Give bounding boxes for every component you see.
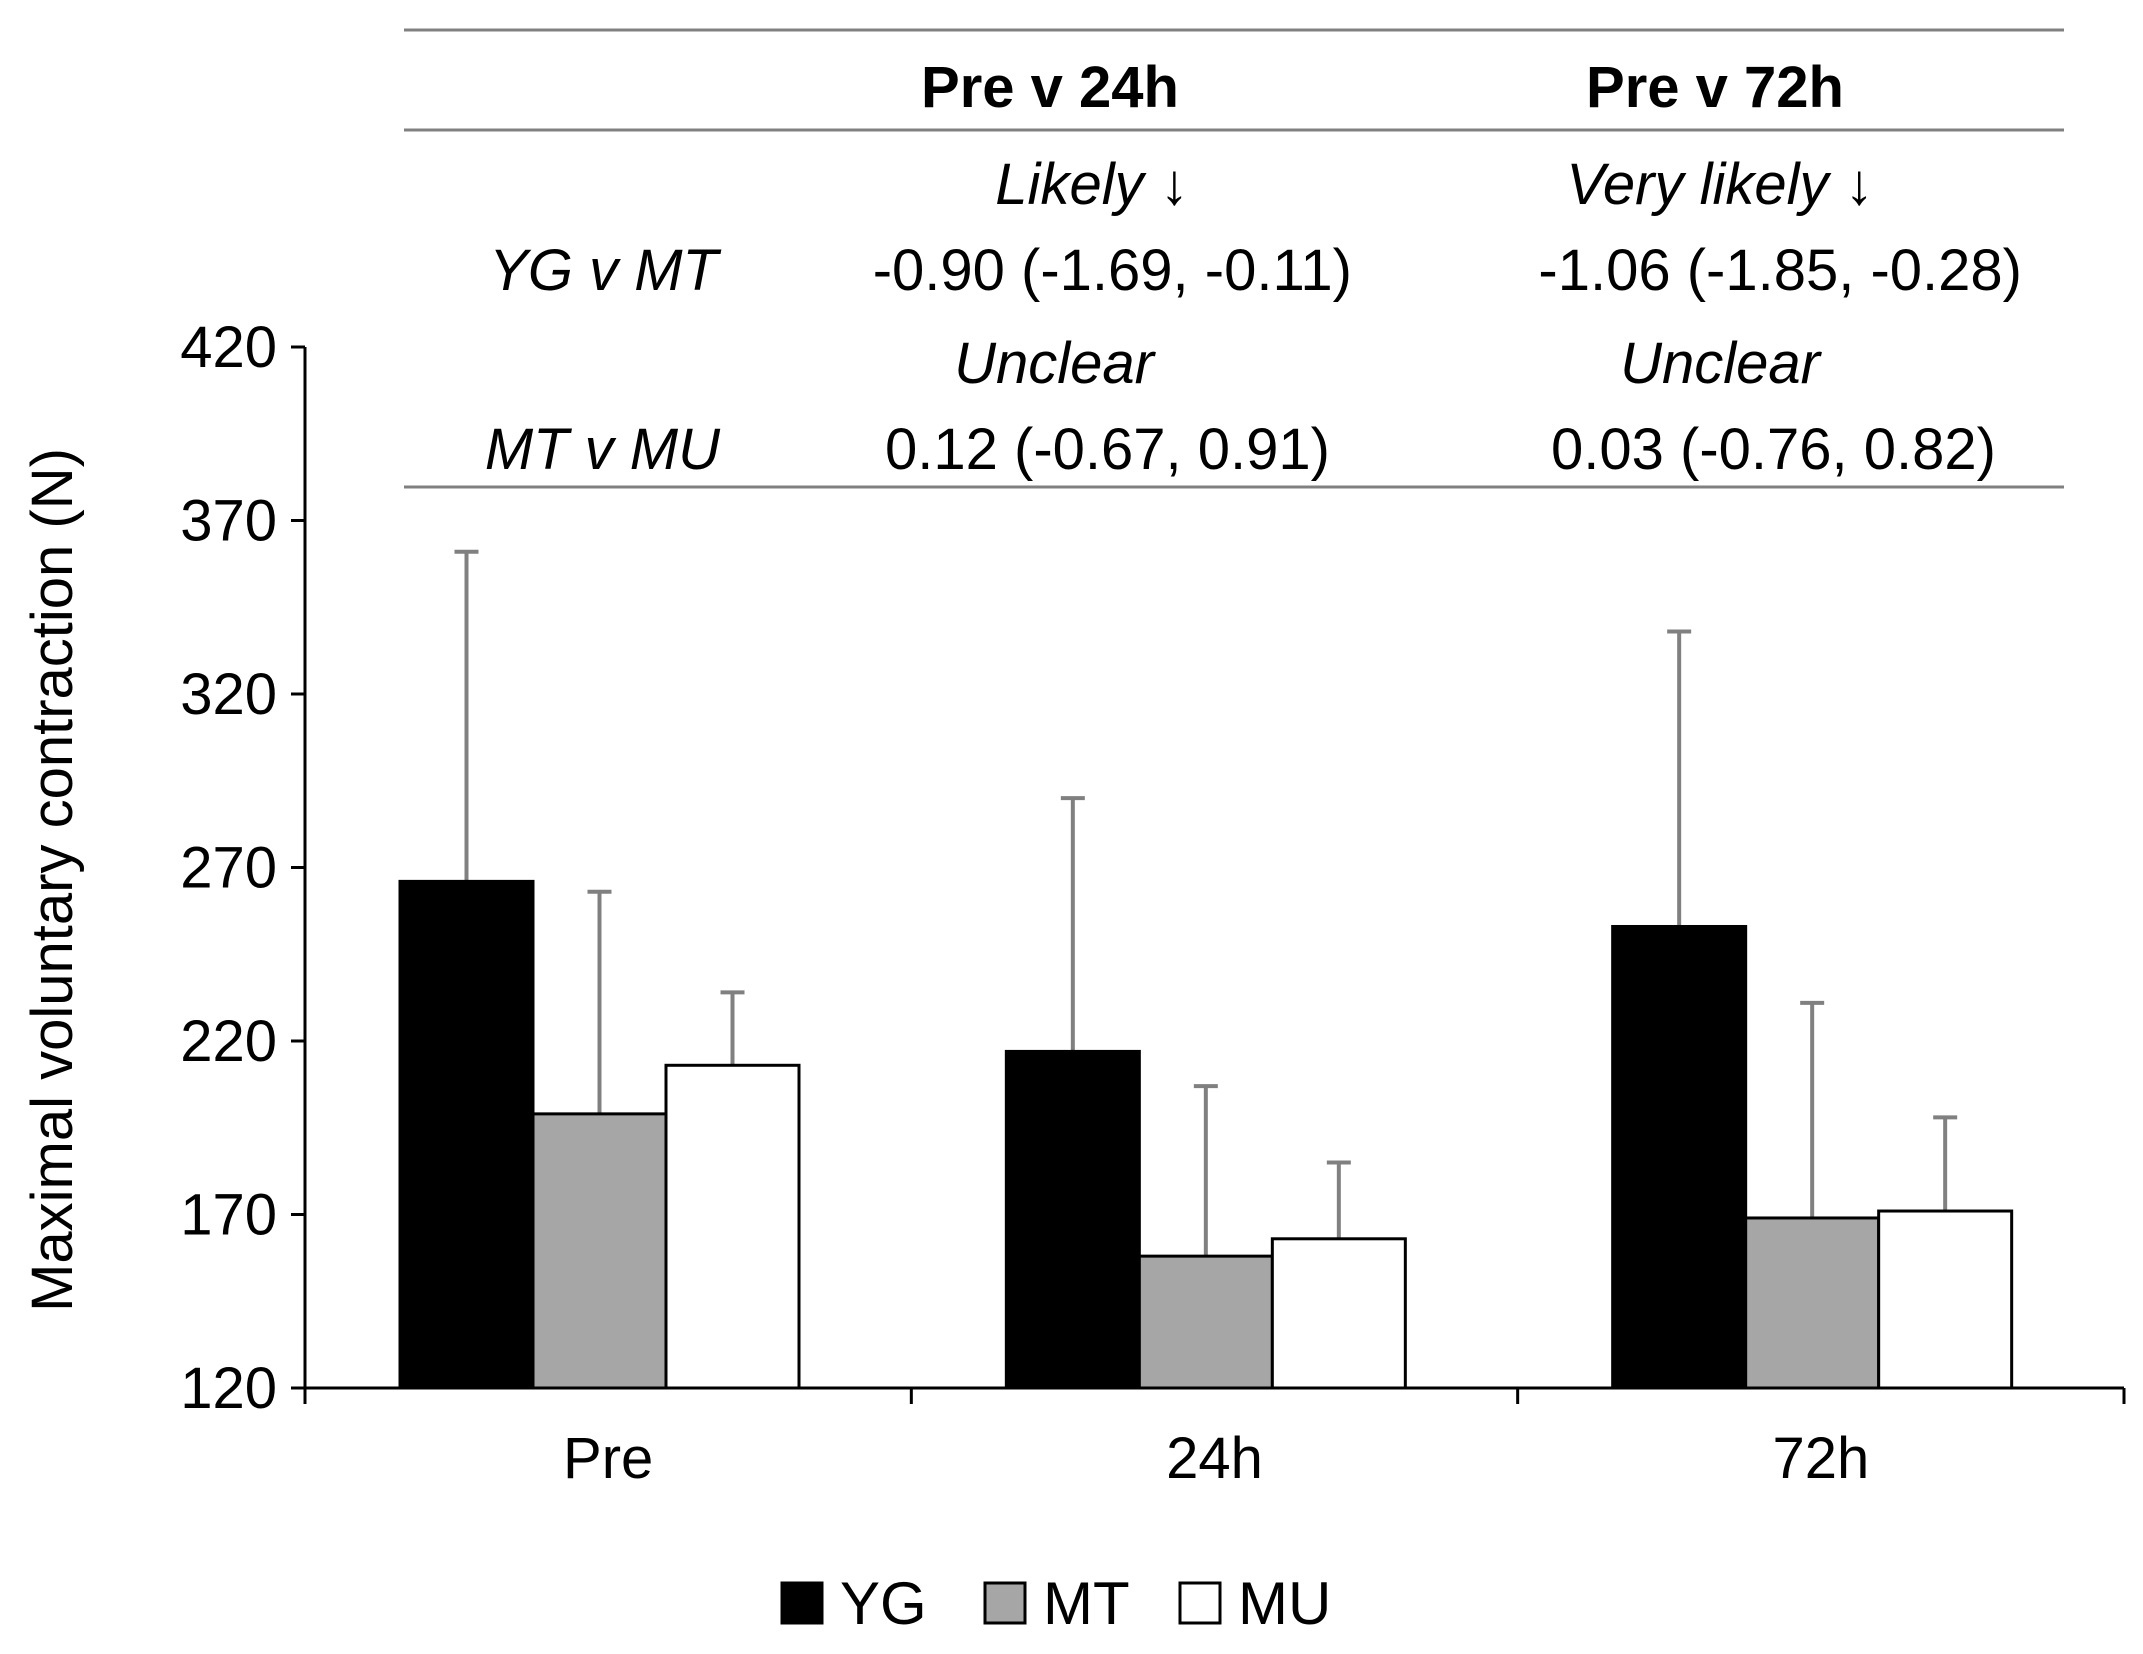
y-tick-label: 120 <box>180 1356 277 1421</box>
effect-mt-mu-24h: 0.12 (-0.67, 0.91) <box>885 417 1330 482</box>
bar-yg-24h <box>1004 1049 1141 1390</box>
legend-swatch-yg <box>780 1581 824 1625</box>
legend-swatch-mu <box>1178 1581 1222 1625</box>
bar-yg-pre <box>398 879 535 1390</box>
x-tick-label: Pre <box>563 1426 653 1491</box>
plot-area: 120 170 220 270 320 370 420 Pre 24h 72h <box>180 315 2126 1491</box>
bar-mu-pre <box>664 1063 801 1390</box>
inference-yg-mt-24h: Likely ↓ <box>995 152 1188 217</box>
legend-label-mu: MU <box>1238 1570 1331 1637</box>
x-tick-label: 24h <box>1166 1426 1263 1491</box>
inference-mt-mu-72h: Unclear <box>1620 331 1823 396</box>
stats-table: Pre v 24h Pre v 72h Likely ↓ Very likely… <box>404 28 2064 489</box>
legend: YG MT MU <box>780 1570 1331 1637</box>
legend-swatch-mt <box>983 1581 1027 1625</box>
bar-mu-24h <box>1270 1237 1407 1390</box>
bar-mt-24h <box>1137 1254 1274 1390</box>
y-tick-label: 320 <box>180 662 277 727</box>
y-axis-title: Maximal voluntary contraction (N) <box>20 448 85 1312</box>
y-tick-label: 270 <box>180 836 277 901</box>
y-tick-label: 220 <box>180 1009 277 1074</box>
y-tick-label: 170 <box>180 1183 277 1248</box>
inference-mt-mu-24h: Unclear <box>954 331 1157 396</box>
bar-mt-pre <box>531 1112 668 1390</box>
x-tick-label: 72h <box>1772 1426 1869 1491</box>
y-tick-label: 420 <box>180 315 277 380</box>
table-header-pre-v-72h: Pre v 72h <box>1586 55 1844 120</box>
y-tick-label: 370 <box>180 489 277 554</box>
table-header-pre-v-24h: Pre v 24h <box>921 55 1179 120</box>
effect-yg-mt-72h: -1.06 (-1.85, -0.28) <box>1538 238 2022 303</box>
legend-label-yg: YG <box>840 1570 927 1637</box>
bar-mu-72h <box>1877 1209 2014 1390</box>
effect-yg-mt-24h: -0.90 (-1.69, -0.11) <box>873 238 1352 303</box>
bar-yg-72h <box>1611 924 1748 1390</box>
effect-mt-mu-72h: 0.03 (-0.76, 0.82) <box>1551 417 1996 482</box>
row-label-mt-v-mu: MT v MU <box>485 417 721 482</box>
row-label-yg-v-mt: YG v MT <box>489 238 721 303</box>
bar-mt-72h <box>1744 1216 1881 1390</box>
inference-yg-mt-72h: Very likely ↓ <box>1566 152 1873 217</box>
legend-label-mt: MT <box>1043 1570 1130 1637</box>
